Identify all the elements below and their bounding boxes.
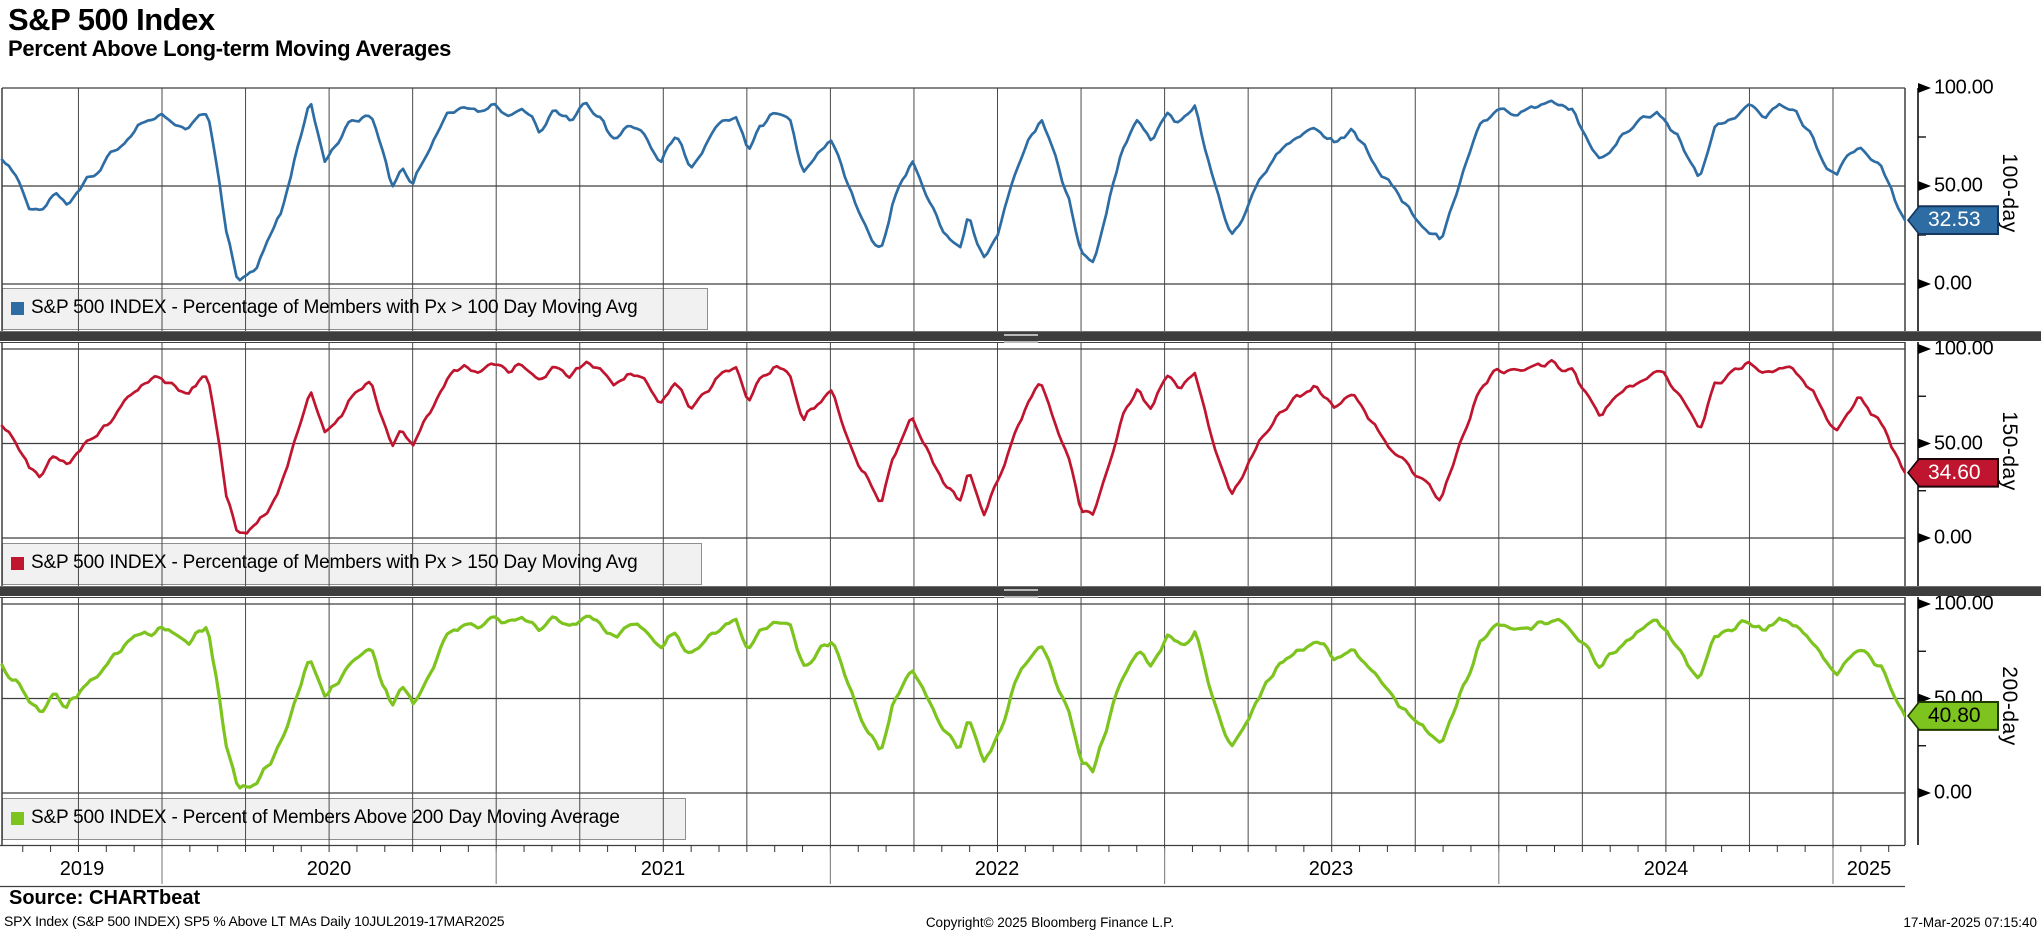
- y-axis-tick-label: 50.00: [1934, 174, 1983, 197]
- axis-tick-arrow: [1918, 438, 1931, 449]
- y-axis-tick-label: 100.00: [1934, 592, 1994, 615]
- legend-item-150-day[interactable]: S&P 500 INDEX - Percentage of Members wi…: [11, 552, 638, 574]
- panel-grid-200-day: [0, 597, 1931, 845]
- axis-tick-arrow: [1918, 599, 1931, 609]
- legend-item-100-day[interactable]: S&P 500 INDEX - Percentage of Members wi…: [11, 297, 638, 319]
- x-axis-year-label: 2020: [306, 858, 352, 880]
- x-axis-year-label: 2021: [640, 858, 686, 880]
- panel-axis-label-150-day: 150-day: [1998, 410, 2021, 491]
- last-value-text: 34.60: [1909, 459, 1997, 486]
- axis-tick-arrow: [1918, 83, 1931, 93]
- copyright-label: Copyright© 2025 Bloomberg Finance L.P.: [925, 915, 1175, 930]
- x-axis-year-label: 2019: [59, 858, 105, 880]
- legend-swatch-red: [11, 556, 24, 570]
- x-axis-year-label: 2025: [1846, 858, 1892, 880]
- y-axis-tick-label: 0.00: [1934, 781, 1972, 804]
- y-axis-tick-label: 50.00: [1934, 432, 1983, 454]
- y-axis-tick-label: 0.00: [1934, 526, 1972, 549]
- axis-tick-arrow: [1918, 533, 1931, 543]
- last-value-text: 40.80: [1909, 702, 1997, 729]
- x-axis-year-label: 2023: [1308, 858, 1354, 880]
- last-value-text: 32.53: [1909, 207, 1997, 234]
- last-value-tag-200-day: 40.80: [1907, 700, 1999, 731]
- legend-label: S&P 500 INDEX - Percentage of Members wi…: [31, 552, 638, 573]
- legend-box-150-day: [2, 543, 702, 585]
- divider-grip-icon: [1003, 334, 1038, 343]
- legend-item-200-day[interactable]: S&P 500 INDEX - Percent of Members Above…: [11, 807, 620, 829]
- x-axis-year-label: 2024: [1643, 858, 1689, 880]
- axis-tick-arrow: [1918, 344, 1931, 354]
- divider-grip-icon: [1003, 589, 1038, 598]
- panel-axis-label-100-day: 100-day: [1998, 153, 2021, 233]
- y-axis-tick-label: 100.00: [1934, 76, 1994, 99]
- y-axis-tick-label: 100.00: [1934, 337, 1994, 360]
- page-subtitle: Percent Above Long-term Moving Averages: [8, 36, 452, 61]
- legend-box-200-day: [2, 798, 686, 840]
- series-line-200-day: [0, 614, 1905, 790]
- timestamp-label: 17-Mar-2025 07:15:40: [1903, 915, 2037, 930]
- last-value-tag-100-day: 32.53: [1907, 205, 1999, 236]
- axis-tick-arrow: [1918, 279, 1931, 289]
- legend-swatch-blue: [11, 301, 24, 315]
- legend-label: S&P 500 INDEX - Percentage of Members wi…: [31, 297, 638, 318]
- x-axis-year-label: 2022: [974, 858, 1020, 880]
- y-axis-tick-label: 0.00: [1934, 272, 1972, 295]
- axis-tick-arrow: [1918, 788, 1931, 798]
- last-value-tag-150-day: 34.60: [1907, 457, 1999, 488]
- axis-tick-arrow: [1918, 181, 1931, 191]
- legend-label: S&P 500 INDEX - Percent of Members Above…: [31, 807, 620, 828]
- security-meta-label: SPX Index (S&P 500 INDEX) SP5 % Above LT…: [4, 913, 505, 929]
- page-title: S&P 500 Index: [8, 2, 215, 37]
- legend-box-100-day: [2, 288, 708, 330]
- panel-grid-100-day: [1, 83, 1931, 331]
- series-line-100-day: [0, 99, 1905, 282]
- series-line-150-day: [0, 358, 1905, 535]
- panel-divider-handle[interactable]: [0, 586, 2041, 598]
- panel-grid-150-day: [0, 342, 1931, 586]
- legend-swatch-green: [11, 811, 24, 825]
- panel-axis-label-200-day: 200-day: [1998, 665, 2021, 746]
- panel-divider-handle[interactable]: [0, 331, 2041, 343]
- x-axis: [0, 844, 1905, 888]
- source-label: Source: CHARTbeat: [9, 887, 201, 909]
